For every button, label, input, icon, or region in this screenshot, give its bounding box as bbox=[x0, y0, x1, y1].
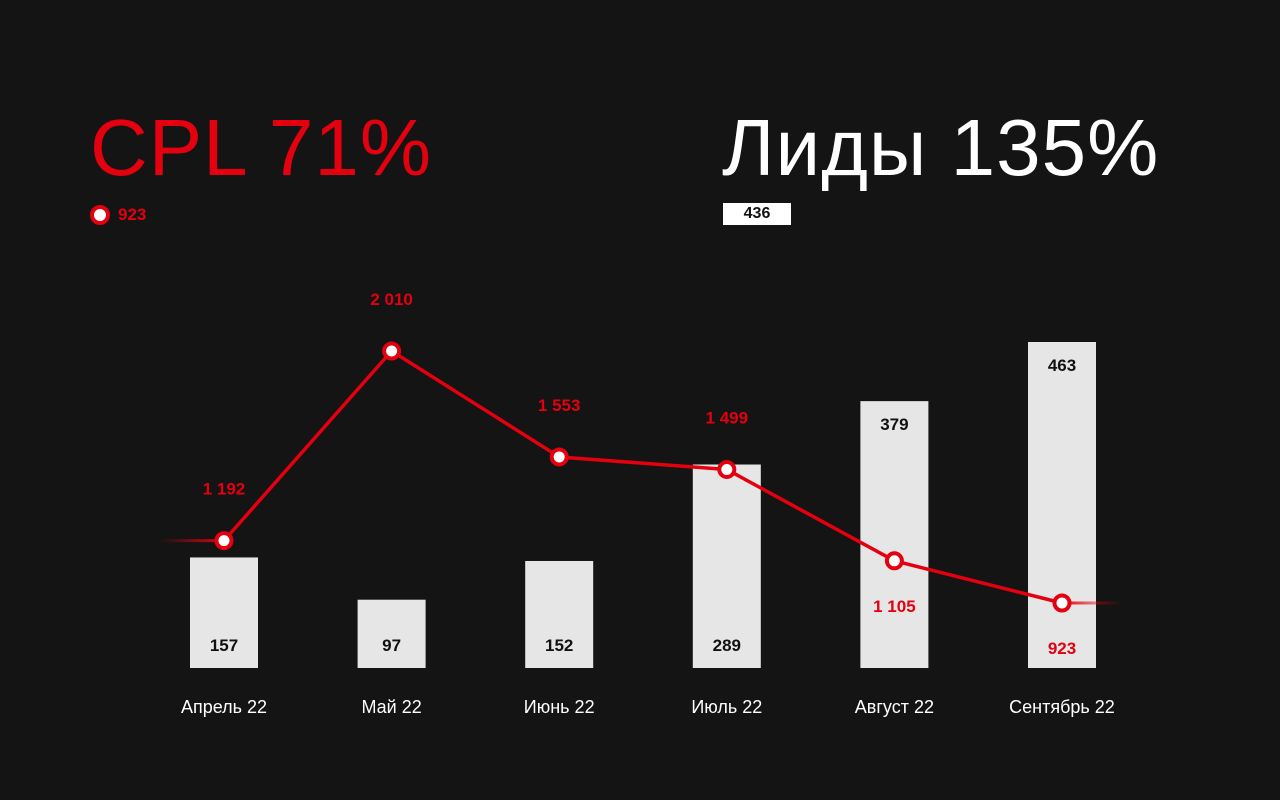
x-tick-label: Апрель 22 bbox=[181, 697, 267, 717]
cpl-value-label: 1 499 bbox=[706, 408, 749, 427]
bar-value-label: 152 bbox=[545, 636, 573, 655]
cpl-line bbox=[222, 349, 1063, 605]
bar-value-label: 97 bbox=[382, 636, 401, 655]
leads-legend-value: 436 bbox=[743, 205, 771, 222]
bar-value-label: 463 bbox=[1048, 356, 1076, 375]
cpl-point bbox=[214, 531, 234, 551]
cpl-point bbox=[884, 551, 904, 571]
line-fade-left bbox=[160, 539, 224, 543]
bar bbox=[190, 557, 258, 668]
cpl-value-label: 1 553 bbox=[538, 396, 581, 415]
leads-legend: 436 bbox=[723, 203, 791, 225]
x-tick-label: Сентябрь 22 bbox=[1009, 697, 1115, 717]
x-tick-label: Июнь 22 bbox=[524, 697, 595, 717]
cpl-title: CPL 71% bbox=[90, 103, 432, 192]
bar bbox=[860, 401, 929, 668]
cpl-legend-value: 923 bbox=[118, 205, 147, 224]
cpl-point bbox=[1052, 593, 1072, 613]
cpl-value-label: 1 192 bbox=[203, 480, 246, 499]
cpl-value-label: 2 010 bbox=[370, 290, 413, 309]
bar-value-label: 379 bbox=[880, 415, 908, 434]
x-tick-label: Август 22 bbox=[855, 697, 934, 717]
bar-value-label: 157 bbox=[210, 636, 238, 655]
bar-value-label: 289 bbox=[713, 636, 741, 655]
x-tick-label: Июль 22 bbox=[691, 697, 762, 717]
cpl-legend: 923 bbox=[90, 204, 146, 226]
line-fade-right bbox=[1062, 601, 1122, 605]
x-tick-label: Май 22 bbox=[361, 697, 421, 717]
cpl-legend-marker-icon bbox=[90, 205, 110, 225]
cpl-value-label: 923 bbox=[1048, 639, 1076, 658]
bar bbox=[525, 560, 594, 668]
leads-title: Лиды 135% bbox=[722, 103, 1160, 192]
bar bbox=[692, 464, 761, 668]
bar bbox=[1028, 342, 1096, 668]
bar bbox=[357, 599, 426, 668]
cpl-point bbox=[382, 341, 402, 361]
cpl-point bbox=[717, 459, 737, 479]
cpl-point bbox=[549, 447, 569, 467]
cpl-value-label: 1 105 bbox=[873, 597, 916, 616]
